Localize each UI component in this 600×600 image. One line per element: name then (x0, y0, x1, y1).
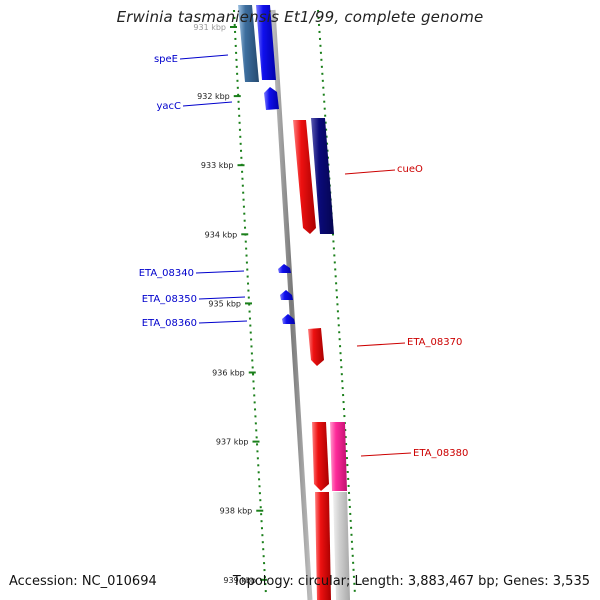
gene-feature-red-1[interactable] (293, 120, 316, 234)
leader-ETA-08370 (356, 342, 406, 347)
leader-ETA-08380 (360, 452, 412, 457)
accession-text: Accession: NC_010694 (9, 574, 157, 589)
leader-ETA-08360 (198, 320, 248, 324)
scale-tick-label: 938 kbp (220, 507, 253, 516)
gene-labels: speE yacC cueO ETA_08340 ETA_08350 ETA_0… (139, 54, 469, 459)
gene-features (238, 5, 350, 600)
label-leaders (179, 54, 412, 457)
scale-tick-label: 931 kbp (193, 23, 226, 32)
gene-label-ETA-08360[interactable]: ETA_08360 (142, 318, 197, 329)
scale-tick-label: 939 kbp (223, 576, 256, 585)
scale-tick-label: 935 kbp (208, 299, 241, 308)
gene-feature-ETA-08380[interactable] (330, 422, 347, 491)
genome-summary-text: Topology: circular; Length: 3,883,467 bp… (232, 574, 590, 589)
gene-label-ETA-08350[interactable]: ETA_08350 (142, 294, 197, 305)
gene-feature-speE[interactable] (256, 5, 276, 80)
leader-yacC (182, 101, 233, 107)
gene-label-ETA-08380[interactable]: ETA_08380 (413, 448, 468, 459)
gene-label-speE[interactable]: speE (154, 54, 178, 65)
leader-cueO (344, 169, 396, 175)
gene-feature-steelblue[interactable] (238, 5, 259, 82)
leader-ETA-08350 (198, 296, 246, 300)
gene-feature-red-3[interactable] (315, 492, 331, 600)
leader-ETA-08340 (195, 270, 245, 274)
scale-tick-label: 936 kbp (212, 369, 245, 378)
gene-feature-ETA-08350[interactable] (280, 290, 293, 300)
scale-ticks: 931 kbp 932 kbp 933 kbp 934 kbp 935 kbp 936 k… (193, 23, 267, 585)
gene-feature-ETA-08340[interactable] (278, 264, 291, 273)
gene-label-ETA-08370[interactable]: ETA_08370 (407, 337, 462, 348)
gene-feature-yacC[interactable] (264, 87, 279, 110)
gene-feature-cueO[interactable] (311, 118, 334, 234)
gene-label-ETA-08340[interactable]: ETA_08340 (139, 268, 194, 279)
scale-tick-label: 934 kbp (205, 230, 238, 239)
genome-backbone (270, 9, 313, 600)
gene-label-cueO[interactable]: cueO (397, 164, 423, 175)
scale-tick-label: 937 kbp (216, 438, 249, 447)
scale-tick-label: 932 kbp (197, 92, 230, 101)
gene-feature-red-2[interactable] (312, 422, 329, 491)
gene-feature-gray[interactable] (333, 492, 350, 600)
leader-speE (179, 54, 229, 60)
gene-label-yacC[interactable]: yacC (156, 101, 181, 112)
scale-tick-label: 933 kbp (201, 161, 234, 170)
gene-feature-ETA-08370[interactable] (308, 328, 324, 366)
gene-feature-ETA-08360[interactable] (282, 314, 295, 324)
map-title: Erwinia tasmaniensis Et1/99, complete ge… (116, 8, 484, 26)
